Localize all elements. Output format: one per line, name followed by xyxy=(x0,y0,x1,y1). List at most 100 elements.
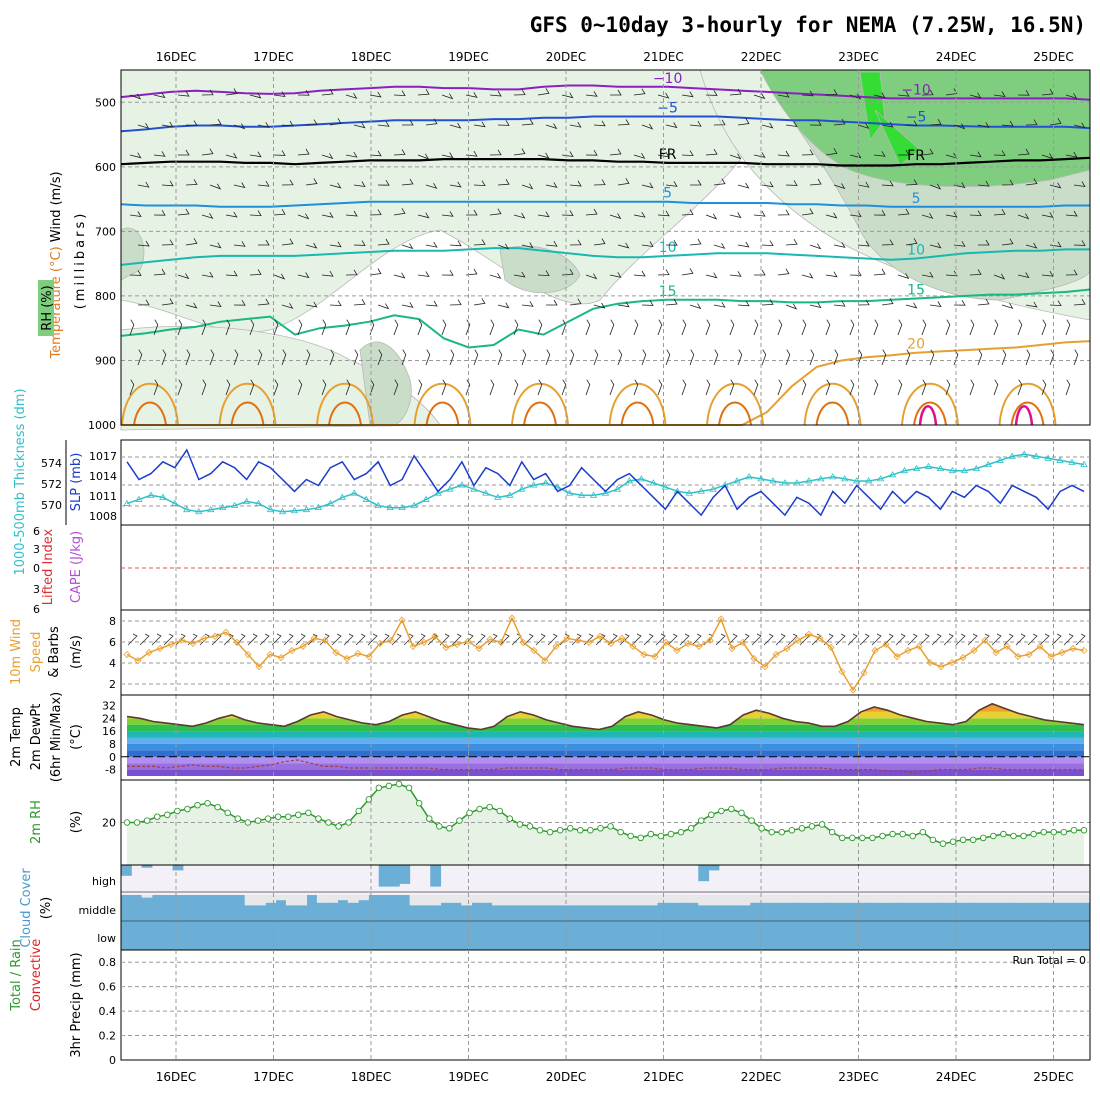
cloud-middle-gap xyxy=(626,895,637,906)
wind-speed-point xyxy=(728,644,736,653)
thickness-tick-label: 570 xyxy=(41,499,62,512)
wind-barb xyxy=(1065,269,1078,276)
wind-barb xyxy=(657,379,663,396)
wind-barb xyxy=(969,379,975,396)
thickness-point xyxy=(506,491,514,498)
wind-barb xyxy=(521,349,527,366)
wind-barb xyxy=(641,349,647,366)
pressure-tick-label: 1000 xyxy=(88,419,116,432)
rh2m-point xyxy=(990,832,997,840)
wind-barb xyxy=(546,299,558,306)
thickness-point xyxy=(482,489,490,496)
cloud-middle-gap xyxy=(316,895,328,903)
slp-tick-label: 1011 xyxy=(89,490,117,503)
wind-barb xyxy=(857,181,870,188)
wind-barb xyxy=(881,349,887,366)
wind-barb xyxy=(402,119,414,126)
wind-barb-10m xyxy=(511,633,522,646)
cloud-middle-gap xyxy=(894,895,905,903)
wind-barb xyxy=(921,319,927,336)
wind-barb xyxy=(345,151,358,158)
wind-barb xyxy=(329,349,335,366)
wind-barb xyxy=(617,349,623,366)
cloud-middle-gap xyxy=(925,895,936,903)
wind-speed-point xyxy=(838,668,846,676)
run-total-label: Run Total = 0 xyxy=(1013,954,1087,967)
rh2m-point xyxy=(768,828,775,836)
cloud-high-bar xyxy=(141,865,153,868)
wind-barb xyxy=(1025,242,1038,249)
wind-barb-10m xyxy=(643,633,654,646)
lifted-index-tick-label: 6 xyxy=(33,603,40,616)
cloud-middle-gap xyxy=(873,895,885,903)
wind-barb xyxy=(569,239,582,246)
rh2m-point xyxy=(315,815,322,822)
rh2m-point xyxy=(164,811,171,819)
wind-barb xyxy=(161,121,174,128)
wind-barb xyxy=(617,242,630,249)
wind-barb xyxy=(305,301,318,308)
wind-barb xyxy=(369,209,382,216)
wind-barb xyxy=(737,349,743,366)
thickness-point xyxy=(123,499,131,506)
wind-barb xyxy=(1049,349,1055,366)
wind-speed-point xyxy=(662,638,670,646)
surface-temperature-contour xyxy=(230,401,265,426)
wind-speed-point xyxy=(640,650,648,659)
wind-barb xyxy=(537,88,550,96)
cloud-middle-gap xyxy=(296,895,308,906)
wind-barb xyxy=(345,379,351,396)
cloud-middle-gap xyxy=(935,895,947,903)
rh2m-point xyxy=(496,807,503,815)
temp-tick-label: -8 xyxy=(105,764,116,777)
date-label-top: 20DEC xyxy=(546,50,586,64)
cloud-middle-gap xyxy=(770,895,782,903)
contour-label: 10 xyxy=(659,240,677,256)
wind-barb xyxy=(1001,238,1014,246)
wind-barb xyxy=(369,379,375,396)
wind-speed-point xyxy=(816,634,824,642)
wind-barb xyxy=(897,319,903,336)
wind-barb xyxy=(425,118,438,126)
wind-barb xyxy=(153,209,166,216)
chart-title: GFS 0~10day 3-hourly for NEMA (7.25W, 16… xyxy=(530,13,1086,37)
wind-barb xyxy=(657,269,670,276)
thickness-point xyxy=(589,491,598,498)
wind-barb xyxy=(1073,349,1079,366)
surface-temperature-contour xyxy=(121,382,179,426)
wind-barb xyxy=(977,349,983,366)
wind-barb xyxy=(881,239,894,246)
wind-barb xyxy=(785,303,798,310)
wind-barb xyxy=(561,379,567,396)
wind-speed-point xyxy=(233,638,241,646)
rh2m-point xyxy=(939,840,947,847)
cloud-middle-gap xyxy=(430,895,442,906)
wind-barb-10m xyxy=(1015,633,1026,646)
wind-barb xyxy=(137,299,150,306)
rh2m-point xyxy=(667,830,675,838)
contour-label: 15 xyxy=(659,284,677,300)
wind-speed-point xyxy=(805,630,813,638)
cloud-middle-gap xyxy=(471,895,483,903)
wind-barb-10m xyxy=(199,633,210,646)
wind-barb xyxy=(153,379,159,396)
wind-barb xyxy=(993,150,1006,156)
thickness-point xyxy=(518,485,526,492)
cloud-middle-gap xyxy=(1028,895,1039,903)
wind-barb xyxy=(449,299,462,306)
wind-barb xyxy=(1017,89,1030,96)
thickness-point xyxy=(422,495,430,502)
thickness-point xyxy=(302,505,311,513)
wind-barb xyxy=(225,211,238,218)
ylabel-rh: RH (%) xyxy=(40,285,55,330)
wind-barb xyxy=(489,208,502,216)
rh2m-point xyxy=(536,826,544,834)
wind-barb-10m xyxy=(163,633,174,646)
wind-speed-line xyxy=(126,616,1085,692)
thickness-point xyxy=(135,495,143,502)
wind-barb xyxy=(1073,240,1086,246)
wind-barb-10m xyxy=(235,633,246,646)
temp-band xyxy=(127,737,1084,744)
wind-barb xyxy=(609,148,622,156)
cloud-units: (%) xyxy=(39,897,54,920)
